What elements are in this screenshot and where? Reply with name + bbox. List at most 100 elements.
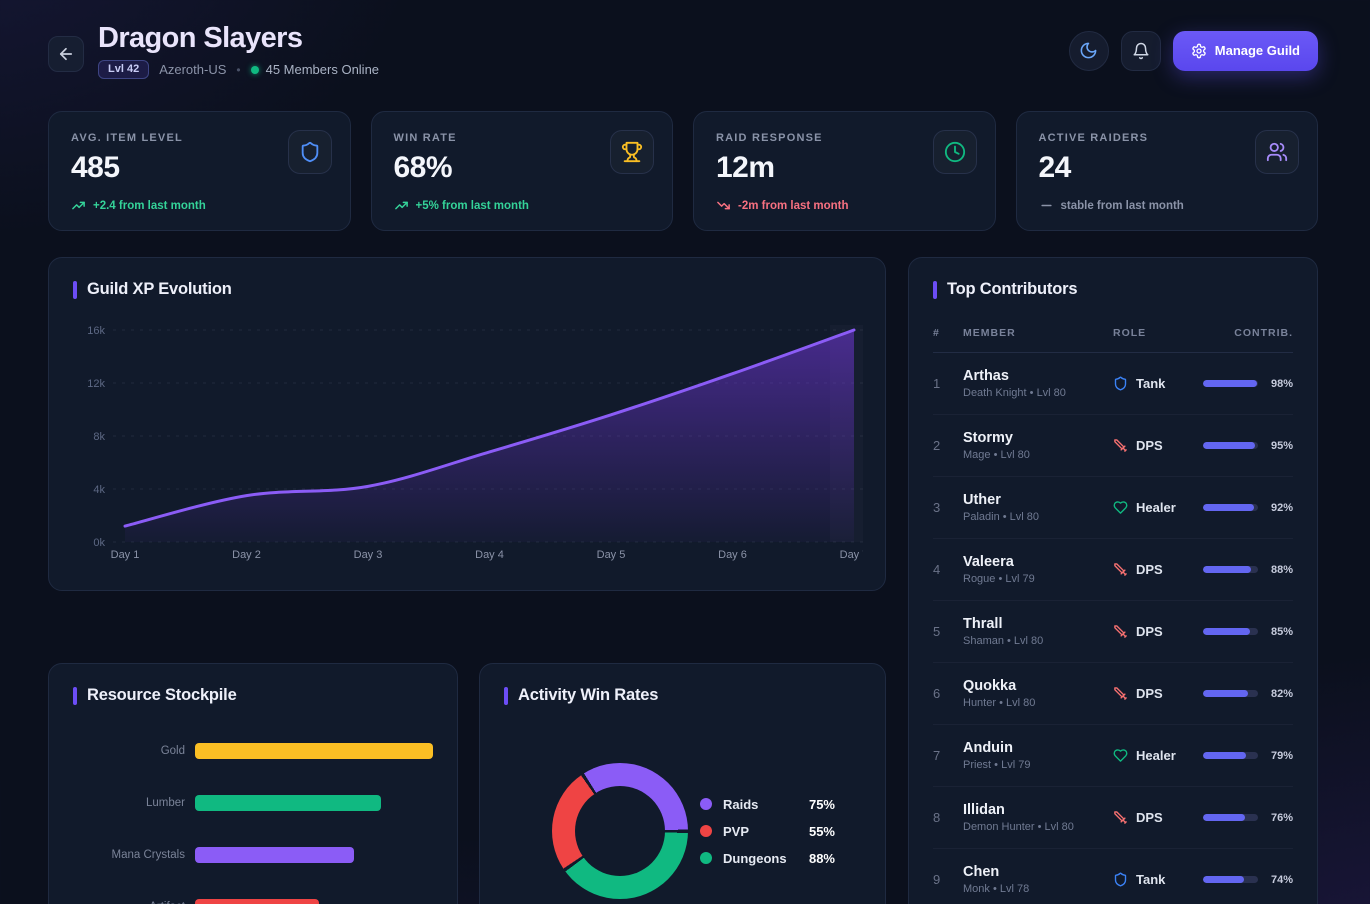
clock-icon: [932, 130, 977, 174]
contributor-role-label: Tank: [1136, 376, 1166, 391]
stat-trend-label: +5% from last month: [415, 199, 529, 212]
resource-label: Lumber: [146, 796, 185, 809]
stat-trend-label: -2m from last month: [738, 199, 849, 212]
online-status-label: 45 Members Online: [265, 62, 380, 77]
contributor-name: Quokka: [963, 678, 1017, 694]
back-button[interactable]: [48, 35, 84, 72]
contributor-role-label: DPS: [1136, 810, 1163, 825]
contributor-row[interactable]: 8 Illidan Demon Hunter • Lvl 80: [933, 787, 1293, 849]
contributor-row[interactable]: 4 Valeera Rogue • Lvl 79: [933, 539, 1293, 601]
contrib-progress-fill: [1203, 380, 1257, 387]
contributor-rank: 1: [933, 376, 941, 391]
contributor-row[interactable]: 1 Arthas Death Knight • Lvl 80: [933, 353, 1293, 415]
contributor-contrib: 76%: [1201, 812, 1293, 824]
activity-win-rates-card: Activity Win Rates Raids 75%: [479, 663, 886, 904]
stat-trend-label: +2.4 from last month: [93, 199, 206, 212]
resource-bar-track: [195, 899, 433, 904]
contrib-percent: 76%: [1270, 811, 1293, 824]
y-axis-label: 8k: [93, 431, 105, 443]
contributor-rank: 5: [933, 624, 941, 639]
resource-label: Artifact: [73, 900, 185, 904]
trending-down-icon: [716, 198, 731, 213]
level-badge: Lvl 42: [98, 60, 150, 79]
contributor-rank: 4: [933, 562, 941, 577]
contributor-role-label: Healer: [1136, 500, 1176, 515]
stat-value: 24: [1038, 151, 1072, 184]
contributor-member: Arthas Death Knight • Lvl 80: [963, 368, 1113, 399]
moon-icon: [1079, 41, 1098, 60]
contributor-detail: Paladin • Lvl 80: [963, 511, 1040, 523]
contrib-progress-track: [1203, 504, 1258, 511]
contributor-role: Tank: [1113, 376, 1201, 391]
manage-guild-button[interactable]: Manage Guild: [1172, 30, 1318, 71]
contributor-detail: Priest • Lvl 79: [963, 759, 1031, 771]
section-title-label: Resource Stockpile: [87, 686, 237, 704]
x-axis-label: Day 3: [354, 549, 383, 561]
stats-row: AVG. ITEM LEVEL 485 +2.4 from last month…: [48, 111, 1318, 231]
y-axis-label: 16k: [87, 325, 105, 337]
legend-value: 75%: [808, 796, 835, 812]
contributor-role-label: DPS: [1136, 562, 1163, 577]
contrib-percent: 85%: [1270, 625, 1293, 638]
stat-card-win-rate: WIN RATE 68% +5% from last month: [370, 111, 673, 231]
theme-toggle-button[interactable]: [1068, 30, 1109, 71]
stat-label: WIN RATE: [393, 132, 457, 144]
contributor-detail: Demon Hunter • Lvl 80: [963, 821, 1074, 833]
contributor-member: Chen Monk • Lvl 78: [963, 864, 1113, 895]
right-column: Top Contributors # MEMBER ROLE CONTRIB. …: [908, 257, 1318, 904]
contributor-rank: 9: [933, 872, 941, 887]
contributor-row[interactable]: 5 Thrall Shaman • Lvl 80: [933, 601, 1293, 663]
contributor-row[interactable]: 9 Chen Monk • Lvl 78: [933, 849, 1293, 904]
contributor-role: Tank: [1113, 872, 1201, 887]
xp-evolution-chart: 0k 4k 8k 12k 16k Day 1 Day 2 Day 3 Day 4 Day 5 Day…: [87, 325, 863, 561]
accent-bar: [73, 280, 77, 299]
contributors-title: Top Contributors: [933, 280, 1293, 299]
contrib-progress-track: [1203, 442, 1258, 449]
resource-bar-track: [195, 795, 433, 811]
contributor-contrib: 85%: [1201, 626, 1293, 638]
manage-guild-label: Manage Guild: [1214, 43, 1300, 58]
y-axis-label: 4k: [93, 484, 105, 496]
left-column: Guild XP Evolution 0k 4k 8k 12k 16k Day 1 Day …: [48, 257, 886, 904]
contributors-rows: 1 Arthas Death Knight • Lvl 80: [933, 353, 1293, 904]
resource-bar-row: Gold: [73, 725, 433, 777]
legend-value: 88%: [808, 850, 835, 866]
contributor-contrib: 98%: [1201, 378, 1293, 390]
contributor-role-label: Tank: [1136, 872, 1166, 887]
accent-bar: [73, 686, 77, 705]
contributor-row[interactable]: 2 Stormy Mage • Lvl 80: [933, 415, 1293, 477]
contributor-rank: 2: [933, 438, 941, 453]
contributor-member: Anduin Priest • Lvl 79: [963, 740, 1113, 771]
stat-label: AVG. ITEM LEVEL: [71, 132, 183, 144]
x-axis-label: Day 5: [597, 549, 626, 561]
contrib-progress-track: [1203, 690, 1258, 697]
users-icon: [1255, 130, 1299, 174]
contributor-role: DPS: [1113, 438, 1201, 453]
stat-trend-label: stable from last month: [1060, 199, 1184, 212]
contributor-member: Stormy Mage • Lvl 80: [963, 430, 1113, 461]
resource-bar: [195, 743, 433, 759]
stat-card-active-raiders: ACTIVE RAIDERS 24 stable from last month: [1015, 111, 1318, 231]
contrib-progress-track: [1203, 876, 1258, 883]
stat-card-raid-response: RAID RESPONSE 12m -2m from last month: [693, 111, 996, 231]
x-axis-label: Day 2: [232, 549, 261, 561]
notifications-button[interactable]: [1120, 30, 1161, 71]
contrib-progress-track: [1203, 628, 1258, 635]
contributor-row[interactable]: 3 Uther Paladin • Lvl 80: [933, 477, 1293, 539]
section-title-label: Guild XP Evolution: [87, 280, 232, 298]
contributor-contrib: 82%: [1201, 688, 1293, 700]
contributor-role-label: Healer: [1136, 748, 1176, 763]
legend-item: Raids 75%: [700, 797, 835, 812]
contributor-row[interactable]: 6 Quokka Hunter • Lvl 80: [933, 663, 1293, 725]
resource-bar: [195, 847, 355, 863]
legend-label: Dungeons: [723, 850, 787, 866]
arrow-left-icon: [57, 45, 75, 63]
contributors-table-header: # MEMBER ROLE CONTRIB.: [933, 327, 1293, 353]
contrib-progress-fill: [1203, 628, 1250, 635]
contributor-rank: 6: [933, 686, 941, 701]
column-header-member: MEMBER: [963, 327, 1016, 339]
x-axis-label: Day 4: [475, 549, 504, 561]
section-title-label: Top Contributors: [947, 280, 1078, 298]
contributor-row[interactable]: 7 Anduin Priest • Lvl 79: [933, 725, 1293, 787]
